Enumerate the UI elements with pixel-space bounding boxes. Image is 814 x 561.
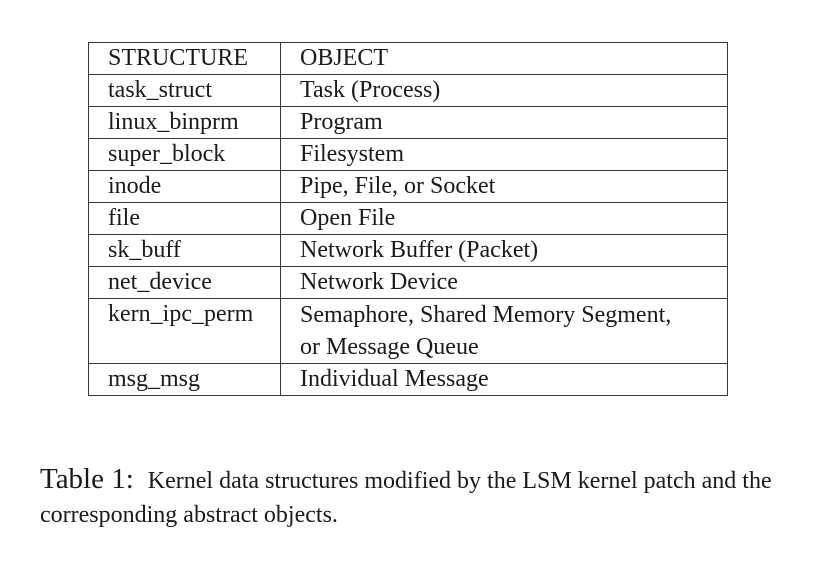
structure-cell: kern_ipc_perm [88,298,281,364]
object-cell: Network Device [280,266,728,299]
header-structure: STRUCTURE [88,42,281,75]
object-cell: Network Buffer (Packet) [280,234,728,267]
object-line: Pipe, File, or Socket [300,173,496,199]
table-row: sk_buff Network Buffer (Packet) [88,234,728,267]
structure-cell: inode [88,170,281,203]
structure-cell: task_struct [88,74,281,107]
structures-table-container: STRUCTURE OBJECT task_struct Task (Proces… [88,42,728,396]
object-line: Network Device [300,269,458,295]
structure-cell: linux_binprm [88,106,281,139]
table-row: file Open File [88,202,728,235]
table-row: inode Pipe, File, or Socket [88,170,728,203]
object-line: Network Buffer (Packet) [300,237,539,263]
table-row: msg_msg Individual Message [88,363,728,396]
table-row: task_struct Task (Process) [88,74,728,107]
object-cell: Open File [280,202,728,235]
object-cell: Semaphore, Shared Memory Segment, or Mess… [280,298,728,364]
structure-cell: msg_msg [88,363,281,396]
table-row: linux_binprm Program [88,106,728,139]
caption-text: Kernel data structures modified by the L… [40,468,772,528]
object-line: or Message Queue [300,334,479,360]
object-line: Open File [300,205,396,231]
table-caption: Table 1: Kernel data structures modified … [40,462,800,532]
header-object: OBJECT [280,42,728,75]
table-header-row: STRUCTURE OBJECT [88,42,728,75]
object-line: Semaphore, Shared Memory Segment, [300,302,672,328]
object-cell: Program [280,106,728,139]
table-body: task_struct Task (Process) linux_binprm Pro… [88,74,728,396]
object-cell: Task (Process) [280,74,728,107]
structure-cell: sk_buff [88,234,281,267]
object-line: Individual Message [300,366,489,392]
object-line: Task (Process) [300,77,441,103]
table-row: super_block Filesystem [88,138,728,171]
table-row: kern_ipc_perm Semaphore, Shared Memory Se… [88,298,728,364]
structure-cell: super_block [88,138,281,171]
structures-table: STRUCTURE OBJECT task_struct Task (Proces… [88,42,728,396]
object-cell: Individual Message [280,363,728,396]
object-line: Program [300,109,383,135]
table-row: net_device Network Device [88,266,728,299]
object-line: Filesystem [300,141,405,167]
object-cell: Pipe, File, or Socket [280,170,728,203]
structure-cell: file [88,202,281,235]
structure-cell: net_device [88,266,281,299]
caption-label: Table 1: [40,463,134,495]
object-cell: Filesystem [280,138,728,171]
